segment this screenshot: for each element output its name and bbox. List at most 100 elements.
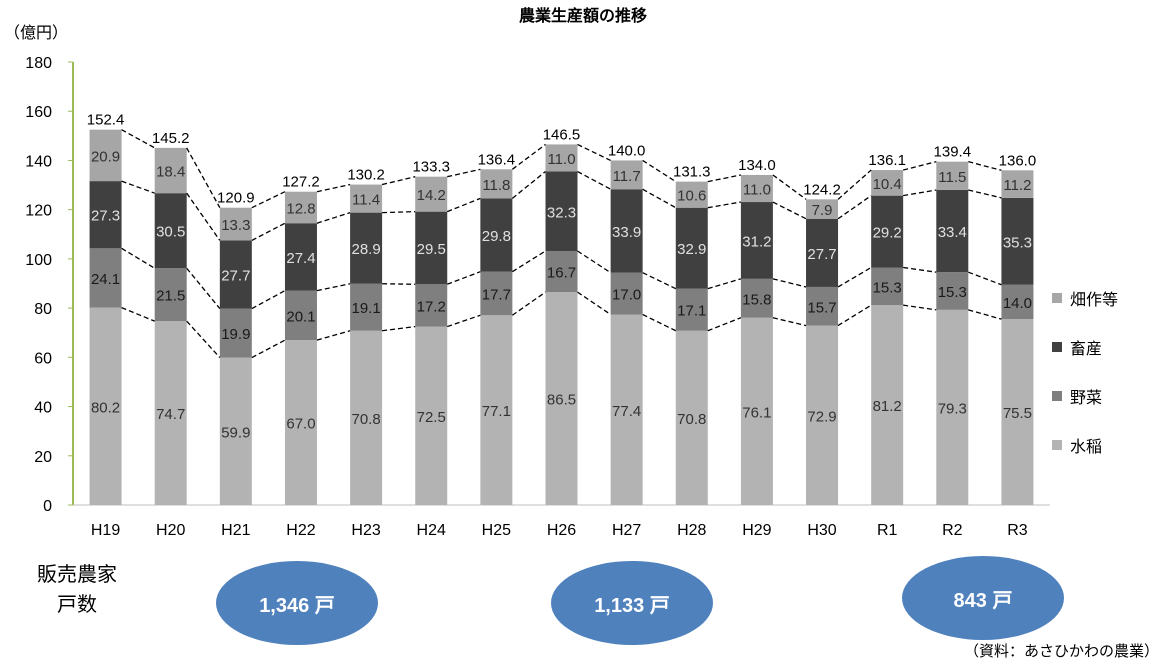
- x-tick-label: H21: [221, 522, 250, 539]
- total-label: 136.0: [999, 152, 1037, 169]
- x-axis-ticks: H19 H20 H21 H22 H23 H24 H25 H26 H27 H28 H29 H30 R1 R2…: [91, 522, 1028, 539]
- x-tick-label: R3: [1007, 522, 1028, 539]
- data-label: 70.8: [677, 411, 706, 428]
- data-label: 27.7: [221, 268, 250, 285]
- data-label: 15.8: [742, 291, 771, 308]
- household-count-label: 販売農家 戸数: [37, 564, 117, 616]
- connector-line: [642, 313, 677, 332]
- data-label: 18.4: [156, 164, 185, 181]
- connector-line: [512, 250, 546, 273]
- data-label: 11.2: [1003, 177, 1031, 194]
- bar-segment-R1-畑作等: [871, 170, 904, 196]
- data-label: 14.2: [417, 187, 446, 204]
- data-label: 70.8: [351, 411, 380, 428]
- bar-segment-H21-野菜: [219, 308, 252, 358]
- total-label: 146.5: [543, 126, 581, 143]
- y-tick-label: 180: [25, 55, 52, 72]
- data-label: 21.5: [156, 288, 185, 305]
- data-label: 86.5: [547, 392, 576, 409]
- bar-segment-H25-水稲: [480, 315, 513, 505]
- data-label: 76.1: [742, 404, 771, 421]
- bar-segment-H22-野菜: [284, 290, 317, 341]
- data-label: 12.8: [286, 200, 315, 217]
- bars-group: [89, 129, 1034, 505]
- x-tick-label: H29: [742, 522, 771, 539]
- bar-segment-H22-畑作等: [284, 191, 317, 224]
- data-label: 29.8: [482, 228, 511, 245]
- data-label: 74.7: [156, 406, 185, 423]
- bar-segment-H28-畜産: [675, 207, 708, 289]
- bar-segment-H25-野菜: [480, 271, 513, 316]
- bar-segment-H19-水稲: [89, 307, 122, 505]
- legend-label: 畜産: [1070, 340, 1103, 358]
- segment-labels: 80.2 24.1 27.3 20.9 74.7 21.5 30.5 18.4 59.9 19.9…: [91, 148, 1032, 441]
- connector-line: [707, 278, 742, 290]
- data-label: 11.8: [482, 177, 510, 194]
- legend-item: 野菜: [1052, 378, 1167, 413]
- bar-segment-H19-畜産: [89, 181, 122, 249]
- bar-segment-H28-水稲: [675, 330, 708, 505]
- connector-line: [837, 195, 872, 220]
- data-label: 27.4: [286, 250, 315, 267]
- connector-line: [316, 183, 351, 193]
- connector-line: [642, 272, 677, 290]
- bar-segment-R3-野菜: [1001, 284, 1034, 320]
- connector-line: [903, 304, 937, 311]
- connector-line: [837, 169, 872, 200]
- connector-line: [251, 222, 286, 242]
- data-label: 32.3: [547, 204, 576, 221]
- connector-line: [707, 317, 742, 332]
- connector-line: [577, 170, 611, 190]
- bar-segment-R2-畜産: [936, 189, 969, 273]
- connector-line: [382, 325, 416, 332]
- y-axis-ticks: 0 20 40 60 80 100 120 140 160 180: [25, 55, 73, 515]
- data-label: 11.4: [352, 192, 380, 209]
- data-label: 11.7: [613, 168, 641, 185]
- y-tick-label: 60: [34, 350, 52, 367]
- bar-segment-H28-畑作等: [675, 181, 708, 208]
- data-label: 33.4: [938, 224, 967, 241]
- data-label: 20.1: [286, 308, 315, 325]
- connector-line: [642, 188, 677, 209]
- connector-line: [837, 266, 872, 288]
- data-label: 77.4: [612, 403, 641, 420]
- bar-segment-H22-畜産: [284, 223, 317, 291]
- bar-segment-H19-野菜: [89, 248, 122, 308]
- total-label: 124.2: [803, 181, 841, 198]
- y-tick-label: 160: [25, 104, 52, 121]
- data-label: 27.7: [807, 246, 836, 263]
- data-label: 81.2: [873, 398, 902, 415]
- household-bubble-h26: 1,133 戸: [551, 561, 713, 645]
- connector-line: [381, 176, 416, 186]
- connector-line: [968, 271, 1002, 286]
- data-label: 17.2: [417, 298, 446, 315]
- connector-line: [577, 291, 611, 316]
- connector-line: [251, 290, 286, 310]
- legend-swatch: [1052, 439, 1062, 450]
- x-tick-label: H26: [547, 522, 576, 539]
- bar-segment-H30-畜産: [806, 218, 839, 287]
- data-label: 67.0: [286, 416, 315, 433]
- connector-line: [707, 201, 742, 209]
- total-label: 152.4: [87, 112, 125, 129]
- x-tick-label: R1: [877, 522, 898, 539]
- total-label: 120.9: [217, 190, 255, 207]
- y-tick-label: 20: [34, 449, 52, 466]
- bar-segment-H24-畑作等: [415, 176, 448, 212]
- data-label: 31.2: [742, 233, 771, 250]
- connector-line: [447, 314, 481, 328]
- connector-line: [446, 197, 481, 213]
- bar-segment-H29-水稲: [740, 317, 773, 505]
- x-tick-label: H28: [677, 522, 706, 539]
- x-tick-label: H22: [286, 522, 315, 539]
- data-label: 11.5: [938, 169, 966, 186]
- connector-line: [903, 161, 937, 171]
- bar-segment-R2-水稲: [936, 309, 969, 505]
- y-axis-unit-label: （億円）: [4, 24, 68, 42]
- data-label: 29.2: [873, 225, 902, 242]
- data-label: 20.9: [91, 148, 120, 165]
- connector-line: [968, 189, 1002, 199]
- connector-line: [577, 143, 611, 162]
- connector-line: [121, 247, 156, 269]
- bar-segment-H30-水稲: [806, 325, 839, 505]
